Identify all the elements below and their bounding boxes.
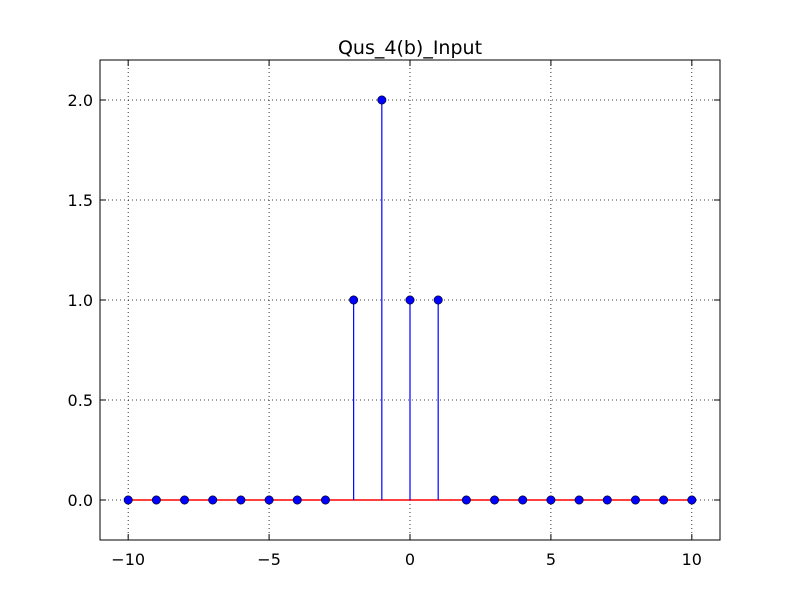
stem-marker (123, 495, 133, 505)
stem-marker (433, 295, 443, 305)
stem-marker (320, 495, 330, 505)
x-tick-label: −10 (111, 550, 145, 569)
y-tick-label: 1.0 (68, 291, 93, 310)
marker-layer (123, 95, 697, 505)
x-tick-label: 5 (546, 550, 556, 569)
x-tick-label: 0 (405, 550, 415, 569)
stem-marker (574, 495, 584, 505)
x-tick-label: −5 (257, 550, 281, 569)
tick-layer (100, 60, 720, 540)
stem-marker (490, 495, 500, 505)
stem-marker (292, 495, 302, 505)
y-tick-label: 0.5 (68, 391, 93, 410)
stem-marker (151, 495, 161, 505)
stem-marker (518, 495, 528, 505)
stem-marker (180, 495, 190, 505)
stem-marker (208, 495, 218, 505)
stem-layer (353, 100, 439, 500)
stem-marker (236, 495, 246, 505)
stem-marker (349, 295, 359, 305)
stem-marker (377, 95, 387, 105)
stem-marker (630, 495, 640, 505)
stem-marker (546, 495, 556, 505)
stem-marker (659, 495, 669, 505)
stem-marker (461, 495, 471, 505)
stem-marker (687, 495, 697, 505)
stem-marker (264, 495, 274, 505)
stem-marker (602, 495, 612, 505)
y-tick-label: 1.5 (68, 191, 93, 210)
y-tick-label: 2.0 (68, 91, 93, 110)
stem-marker (405, 295, 415, 305)
y-tick-labels: 0.0 0.5 1.0 1.5 2.0 (68, 91, 93, 510)
x-tick-label: 10 (682, 550, 702, 569)
chart-title: Qus_4(b)_Input (338, 37, 482, 59)
y-tick-label: 0.0 (68, 491, 93, 510)
x-tick-labels: −10 −5 0 5 10 (111, 550, 702, 569)
